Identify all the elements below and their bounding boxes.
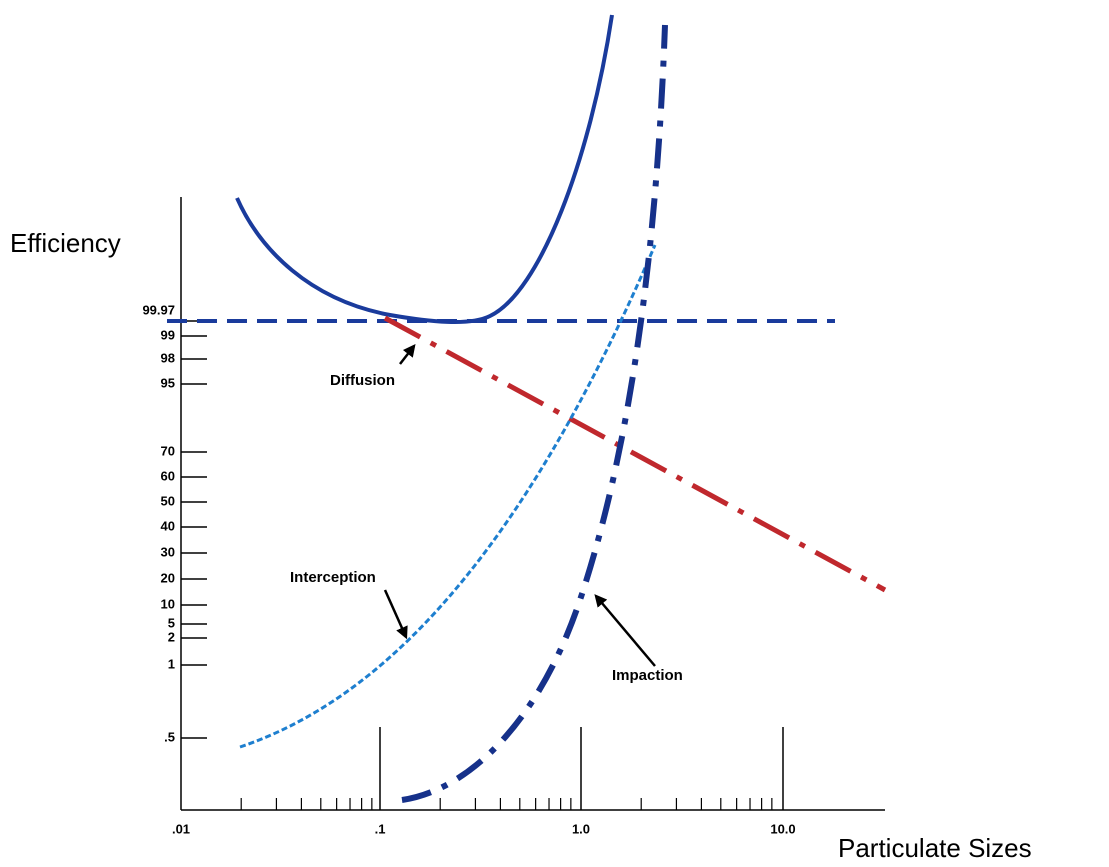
y-axis-title: Efficiency [10, 228, 121, 258]
x-tick-label: 1.0 [572, 821, 590, 836]
y-tick-label: 10 [161, 596, 175, 611]
arrow [383, 589, 408, 640]
y-tick-label: 20 [161, 570, 175, 585]
y-tick-label: 70 [161, 443, 175, 458]
annotation: Diffusion [330, 372, 395, 389]
y-tick-label: 30 [161, 544, 175, 559]
x-tick-label: .1 [375, 821, 386, 836]
y-tick-label: 50 [161, 493, 175, 508]
x-axis-title: Particulate Sizes [838, 833, 1032, 863]
y-tick-label: 99 [161, 327, 175, 342]
interception-curve [239, 244, 657, 749]
total-efficiency-curve [235, 14, 614, 324]
annotation: Interception [290, 569, 376, 586]
y-tick-label: 5 [168, 615, 175, 630]
annotation: Impaction [612, 667, 683, 684]
y-tick-label: 98 [161, 350, 175, 365]
diffusion-curve [383, 315, 887, 593]
y-tick-label: 1 [168, 656, 175, 671]
y-tick-label: 99.97 [142, 302, 175, 317]
arrow [594, 594, 656, 667]
x-ticks: .01 .1 1.0 10.0 [172, 727, 796, 836]
x-tick-label: 10.0 [770, 821, 795, 836]
y-tick-label: .5 [164, 729, 175, 744]
x-tick-label: .01 [172, 821, 190, 836]
impaction-curve [401, 24, 668, 803]
y-tick-label: 95 [161, 375, 175, 390]
y-tick-label: 40 [161, 518, 175, 533]
arrow [399, 344, 416, 365]
y-tick-label: 60 [161, 468, 175, 483]
y-tick-label: 2 [168, 629, 175, 644]
y-ticks: 99.97 99 98 95 70 60 50 40 30 20 10 52 1 .5 [142, 302, 207, 744]
